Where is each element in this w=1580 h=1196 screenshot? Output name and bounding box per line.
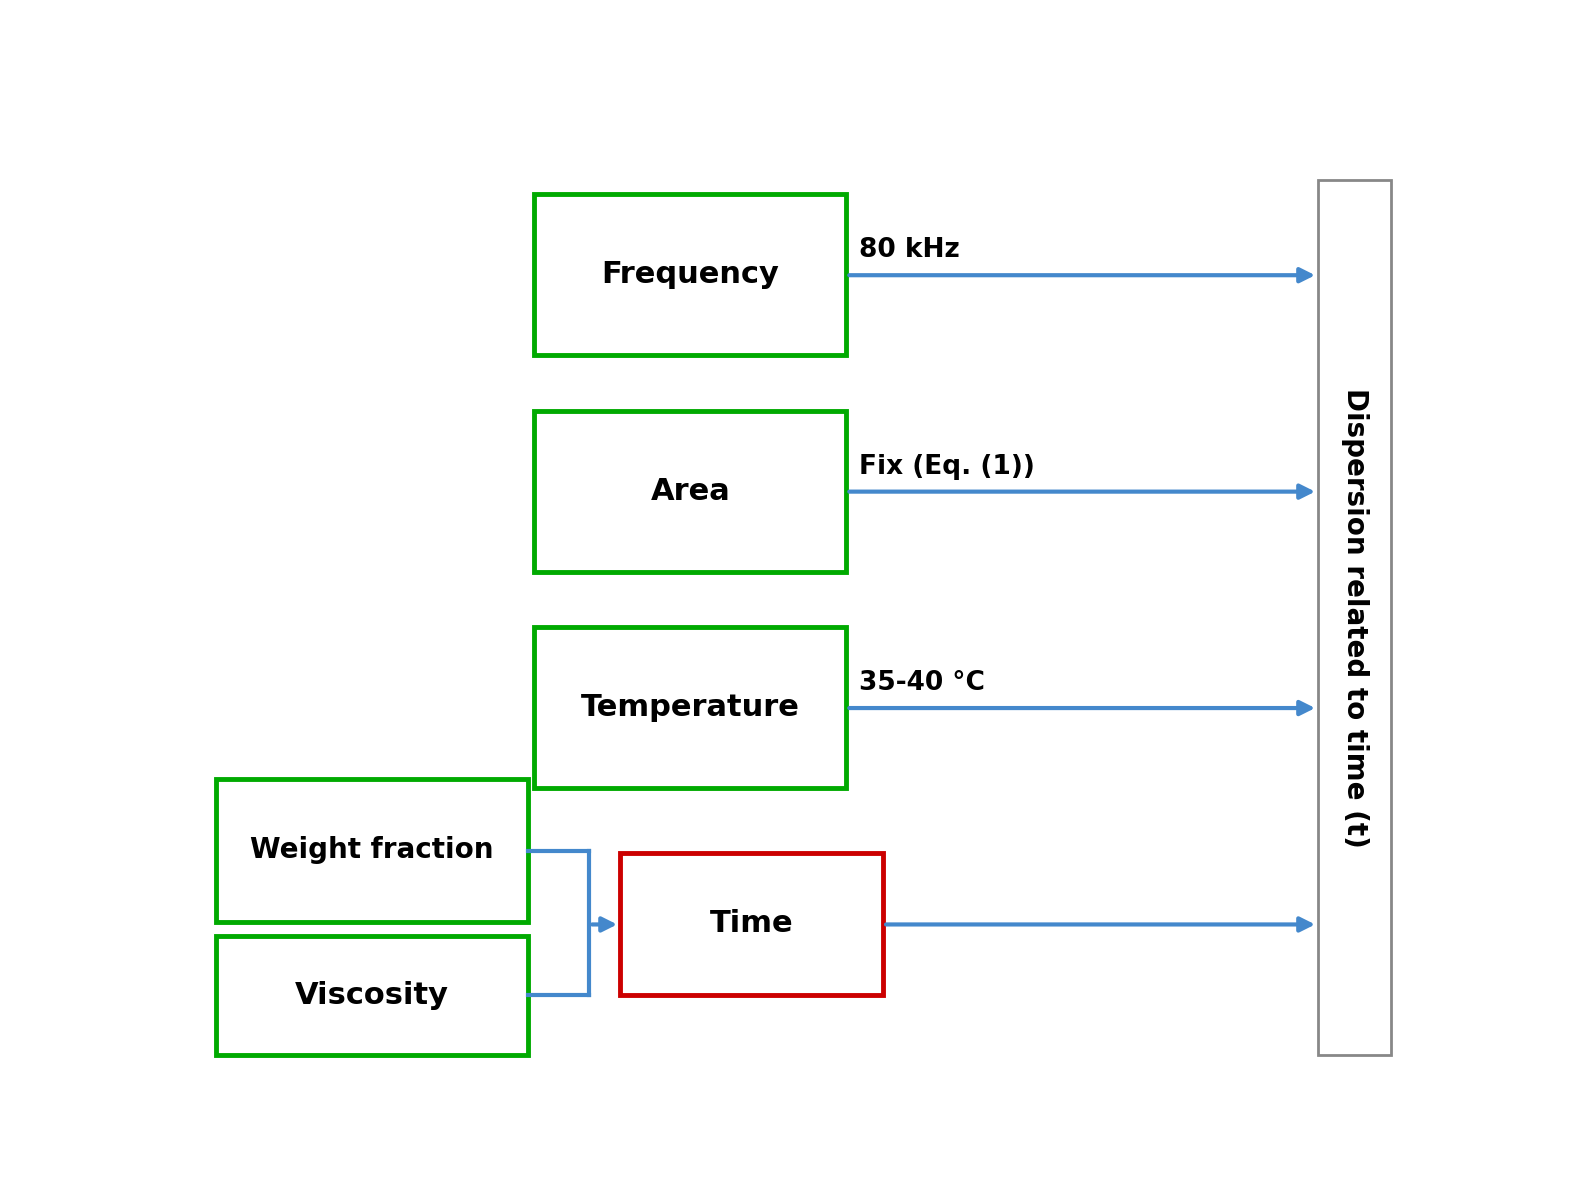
Bar (216, 935, 528, 1055)
Text: Frequency: Frequency (602, 261, 779, 289)
Text: Area: Area (651, 477, 730, 506)
Text: Fix (Eq. (1)): Fix (Eq. (1)) (860, 453, 1035, 480)
Text: Viscosity: Viscosity (295, 981, 449, 1009)
Bar (619, 853, 883, 995)
Bar (1318, 181, 1392, 1055)
Text: Temperature: Temperature (581, 694, 799, 722)
Text: 80 kHz: 80 kHz (860, 237, 959, 263)
Bar (534, 627, 847, 788)
Text: 35-40 °C: 35-40 °C (860, 670, 984, 696)
Bar (534, 410, 847, 572)
Text: Dispersion related to time (t): Dispersion related to time (t) (1341, 388, 1368, 848)
Bar (534, 194, 847, 355)
Bar (216, 779, 528, 922)
Text: Weight fraction: Weight fraction (250, 836, 493, 865)
Text: Time: Time (709, 909, 793, 939)
